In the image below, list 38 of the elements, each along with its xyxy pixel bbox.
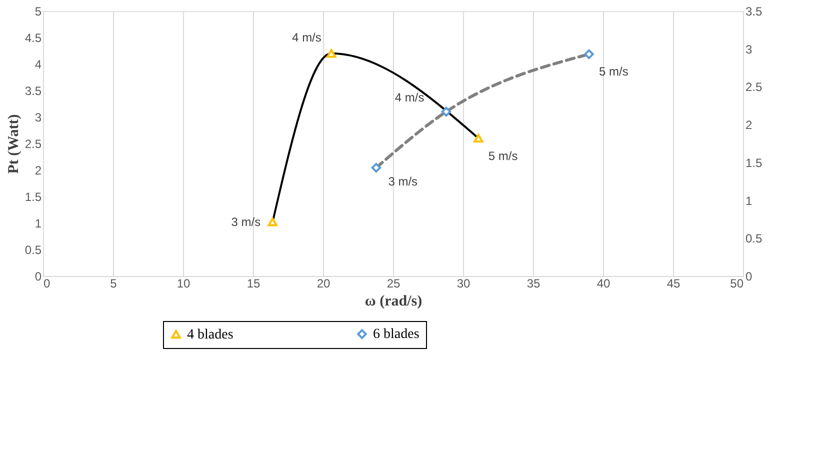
- y-tick-label: 1: [34, 216, 42, 230]
- y2-tick-label: 3: [746, 42, 752, 56]
- y-tick-label: 3.5: [24, 84, 42, 98]
- annotation: 3 m/s: [388, 174, 418, 188]
- y2-tick-label: 0.5: [746, 232, 763, 246]
- x-tick-label: 25: [386, 276, 400, 290]
- y-tick-label: 1.5: [24, 190, 42, 204]
- legend-label: 4 blades: [187, 327, 234, 342]
- y-tick-label: 2: [34, 164, 42, 178]
- x-tick-label: 5: [110, 276, 118, 290]
- x-tick-label: 35: [526, 276, 540, 290]
- x-tick-label: 0: [44, 276, 50, 290]
- y-tick-label: 3: [34, 110, 42, 124]
- annotation: 4 m/s: [394, 90, 424, 105]
- annotation: 5 m/s: [599, 64, 628, 78]
- y2-tick-label: 2: [746, 118, 752, 132]
- y-tick-label: 2.5: [24, 137, 42, 151]
- legend-label: 6 blades: [373, 327, 420, 342]
- y2-tick-label: 2.5: [746, 80, 763, 94]
- x-tick-label: 10: [176, 276, 190, 290]
- y2-tick-label: 3.5: [746, 4, 763, 18]
- y2-tick-label: 1: [746, 194, 752, 208]
- y-tick-label: 4.5: [24, 31, 42, 45]
- y-tick-label: 4: [34, 58, 42, 72]
- annotation: 5 m/s: [488, 149, 518, 164]
- x-tick-label: 50: [730, 276, 744, 290]
- x-tick-label: 45: [666, 276, 680, 290]
- y-axis-title: Pt (Watt): [6, 114, 22, 174]
- x-tick-label: 30: [456, 276, 470, 290]
- annotation: 4 m/s: [292, 30, 322, 44]
- y-tick-label: 0.5: [24, 243, 42, 257]
- y-tick-label: 5: [34, 4, 42, 18]
- x-tick-label: 40: [596, 276, 610, 290]
- x-axis-title: ω (rad/s): [364, 294, 422, 310]
- x-tick-label: 15: [246, 276, 260, 290]
- y2-tick-label: 1.5: [746, 156, 763, 170]
- x-tick-label: 20: [316, 276, 330, 290]
- annotation: 3 m/s: [231, 214, 261, 229]
